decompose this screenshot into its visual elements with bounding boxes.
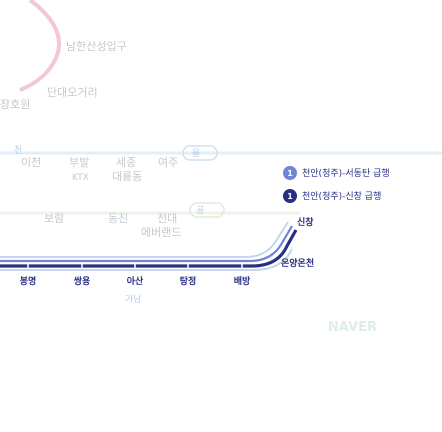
bg-label-dongjin: 동진 [108, 212, 128, 225]
bg-badge-2 [189, 202, 225, 218]
bg-label-boram: 보람 [44, 212, 64, 225]
line-pale [0, 221, 289, 258]
naver-watermark: NAVER [328, 320, 377, 335]
bg-label-everland: 에버랜드 [141, 226, 181, 239]
station-ssangyong[interactable]: 쌍용 [74, 275, 91, 287]
bg-label-sejong: 세종 [116, 156, 136, 169]
legend-item-1: 1 천안(청주)-서동탄 급행 [283, 166, 390, 180]
bg-label-janghowon: 장호원 [0, 98, 30, 111]
station-tangjeong[interactable]: 탕정 [180, 275, 197, 287]
bg-label-cheon: 천 [14, 145, 22, 156]
legend-badge-1-number: 1 [287, 169, 293, 178]
bg-label-gong: 공 [196, 205, 204, 216]
station-baebang[interactable]: 배방 [234, 275, 251, 287]
background-pink-line [19, 0, 61, 92]
legend-badge-2 [283, 189, 297, 203]
station-bongmyeong[interactable]: 봉명 [20, 275, 37, 287]
line-dark [0, 229, 298, 268]
bg-label-icheon: 이천 [21, 155, 41, 169]
bg-label-bubal: 부발 [69, 156, 89, 169]
bg-label-ganam: 가남 [125, 294, 142, 305]
bg-label-ol: 올 [192, 148, 200, 159]
legend-item-2: 1 천안(청주)-신창 급행 [283, 189, 381, 203]
legend-badge-2-number: 1 [287, 192, 293, 201]
line-light [0, 225, 293, 263]
legend-badge-1 [283, 166, 297, 180]
bg-label-ktx: KTX [72, 173, 89, 183]
bg-label-namhansanseong: 남한산성입구 [66, 40, 127, 53]
bg-label-yeoju: 여주 [158, 156, 178, 169]
bg-badge-1 [182, 145, 218, 161]
legend-label-2: 천안(청주)-신창 급행 [302, 190, 381, 202]
line-pale-2 [0, 248, 293, 271]
bg-label-jeondae: 전대 [157, 212, 177, 225]
station-asan[interactable]: 아산 [127, 275, 144, 287]
bg-label-dandae: 단대오거리 [47, 86, 98, 99]
legend-label-1: 천안(청주)-서동탄 급행 [302, 167, 390, 179]
station-sinchang[interactable]: 신창 [297, 216, 314, 228]
station-onyang-oncheon[interactable]: 온양온천 [281, 257, 314, 269]
bg-label-daeryong: 대룡동 [112, 170, 142, 183]
